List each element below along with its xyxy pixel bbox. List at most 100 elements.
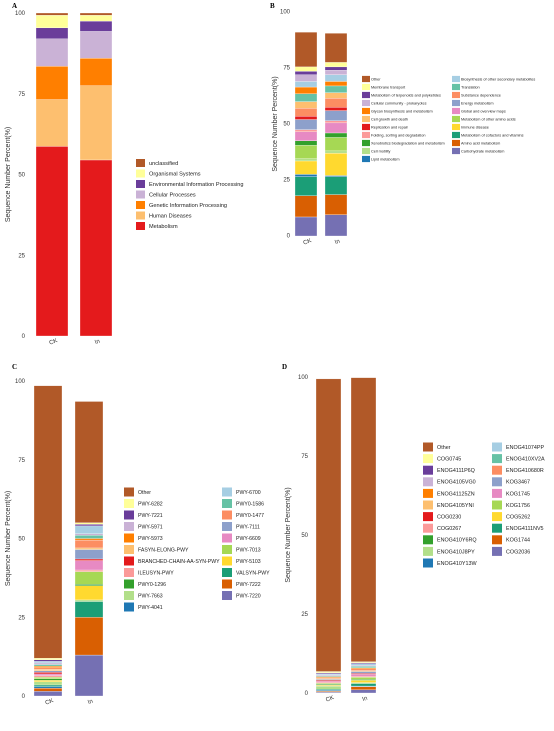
legend-swatch [423,523,433,533]
legend-label: VALSYN-PWY [236,570,270,576]
bar-segment [324,81,348,87]
legend-label: BRANCHED-CHAIN-AA-SYN-PWY [138,559,220,565]
y-tick-label: 50 [18,537,25,543]
bar-segment [74,538,104,541]
y-tick-label: 75 [283,66,290,72]
bar-segment [33,662,63,665]
bar-segment [74,560,104,571]
legend: unclassified Organismal Systems Environmen… [136,159,244,230]
y-tick-label: 100 [298,375,309,381]
y-tick-label: 0 [287,234,291,240]
legend-swatch [423,535,433,545]
bar-segment [350,665,377,668]
legend-swatch [124,602,134,612]
legend-swatch [362,75,370,83]
legend-label: unclassified [149,161,178,167]
bar-segment [33,658,63,660]
bar-segment [294,131,318,141]
y-tick-label: 25 [18,253,25,259]
legend-label: Other [437,445,451,451]
legend-swatch [492,454,502,464]
bar-segment [350,689,377,694]
bar-segment [324,150,348,154]
bar-segment [350,671,377,674]
legend-label: PWY-7220 [236,593,261,599]
bar-segment [294,174,318,177]
legend-label: ILEUSYN-PWY [138,570,174,576]
legend-label: PWY-5973 [138,536,163,542]
y-tick-label: 75 [301,454,308,460]
bar-segment [294,93,318,102]
bar-segment [294,160,318,175]
bar-segment [294,66,318,72]
legend-swatch [452,107,460,115]
legend-label: Replication and repair [371,125,409,129]
legend-label: Glycan biosynthesis and metabolism [371,109,433,113]
legend-label: Cellular Processes [149,192,196,198]
legend-swatch [362,83,370,91]
legend-label: Genetic Information Processing [149,203,227,209]
bar-segment [294,116,318,120]
bar-segment [33,684,63,687]
bar-segment [79,31,113,59]
bar-segment [35,27,69,39]
legend-swatch [136,211,145,220]
bar-segment [350,683,377,687]
legend-swatch [492,546,502,556]
bar-segment [294,32,318,68]
y-tick-label: 25 [301,612,308,618]
bar-segment [33,691,63,697]
legend-swatch [136,222,145,230]
bar-segment [294,81,318,88]
legend-swatch [362,131,370,139]
legend-swatch [423,454,433,464]
bar-segment [350,663,377,666]
bar-segment [33,385,63,659]
bar-segment [79,15,113,22]
legend-label: Human Diseases [149,213,192,219]
legend-label: PWY-7222 [236,582,261,588]
legend-swatch [222,568,232,577]
legend-label: Substance dependence [461,93,501,97]
bar-segment [324,92,348,99]
legend-swatch [124,487,134,497]
legend-label: PWY-6609 [236,536,261,542]
bar-segment [324,33,348,63]
legend-label: PWY0-1477 [236,513,264,519]
bar-segment [35,99,69,147]
legend-swatch [124,522,134,531]
legend-label: PWY-7663 [138,593,163,599]
bar-segment [33,686,63,689]
bar-segment [33,687,63,692]
bar-segment [294,119,318,130]
legend-swatch [423,512,433,522]
bar-segment [33,659,63,662]
legend-swatch [222,487,232,497]
legend-swatch [222,591,232,600]
bar-segment [74,535,104,539]
legend-swatch [452,83,460,91]
x-tick-label: CK [49,338,59,346]
legend-label: ENOG410680R [506,468,544,474]
y-axis-label: Sequence Number Percent(%) [272,76,279,171]
bar-segment [79,20,113,32]
legend-label: Metabolism of other amino acids [461,117,516,121]
legend-swatch [362,91,370,99]
bar-segment [324,137,348,152]
bar-segment [324,194,348,215]
legend-swatch [124,568,134,577]
bar-segment [74,525,104,534]
bar-segment [350,377,377,662]
y-tick-label: 50 [301,533,308,539]
legend-swatch [452,147,460,155]
legend-label: COG0745 [437,456,461,462]
bar-segment [294,129,318,132]
legend-swatch [423,500,433,510]
legend-label: ENOG4111NV5 [506,526,544,532]
panel-letter: C [12,363,17,371]
legend-label: KOG3467 [506,480,530,486]
y-tick-label: 75 [18,92,25,98]
legend-label: Membrane transport [371,85,406,89]
bar-segment [324,122,348,134]
legend-swatch [452,91,460,99]
